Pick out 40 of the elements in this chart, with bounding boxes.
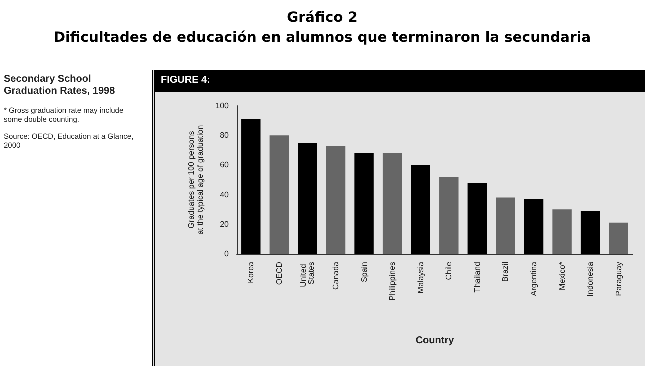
x-tick-label: Indonesia <box>586 261 596 297</box>
x-tick-label: Mexico* <box>558 262 567 290</box>
x-tick-label: Brazil <box>501 262 510 282</box>
x-tick-label: Chile <box>444 261 454 280</box>
y-tick-label: 60 <box>220 160 230 170</box>
x-tick-label: Canada <box>332 261 340 290</box>
x-tick-label: Spain <box>360 262 369 282</box>
bar <box>580 211 600 254</box>
x-tick-label: United States <box>299 262 316 288</box>
bar <box>524 199 544 254</box>
bar <box>242 119 261 254</box>
bar <box>270 136 290 254</box>
y-tick-label: 80 <box>220 131 230 140</box>
bar <box>326 146 346 254</box>
bar <box>411 165 430 254</box>
y-tick-label: 100 <box>216 102 230 110</box>
y-tick-label: 0 <box>224 250 230 258</box>
bar <box>468 182 488 254</box>
bar <box>354 153 374 254</box>
x-tick-label: Argentina <box>530 261 538 296</box>
x-tick-label: Korea <box>246 261 256 284</box>
chart-subtitle: Dificultades de educación en alumnos que terminaron la secundaria <box>52 29 592 48</box>
text: Secondary School Graduation Rates, 1998 <box>4 74 116 98</box>
bar <box>609 222 628 254</box>
chart-title: Gráfico 2 <box>286 9 359 28</box>
bar <box>496 198 516 254</box>
x-tick-label: Paraguay <box>614 262 624 296</box>
y-tick-label: 40 <box>220 190 230 200</box>
x-axis-title: Country <box>416 336 455 346</box>
bar <box>298 143 318 254</box>
x-tick-label: Philippines <box>388 262 398 301</box>
y-tick-label: 20 <box>220 220 230 229</box>
x-tick-label: Malaysia <box>416 261 426 294</box>
bar <box>552 210 572 254</box>
caption: FIGURE 4: <box>155 70 645 92</box>
x-tick-label: Thailand <box>472 262 482 293</box>
bar <box>382 153 402 254</box>
x-tick-label: OECD <box>274 262 284 286</box>
y-axis-title: Graduates per 100 persons at the typical age of graduation <box>186 125 205 235</box>
bar <box>440 177 459 254</box>
